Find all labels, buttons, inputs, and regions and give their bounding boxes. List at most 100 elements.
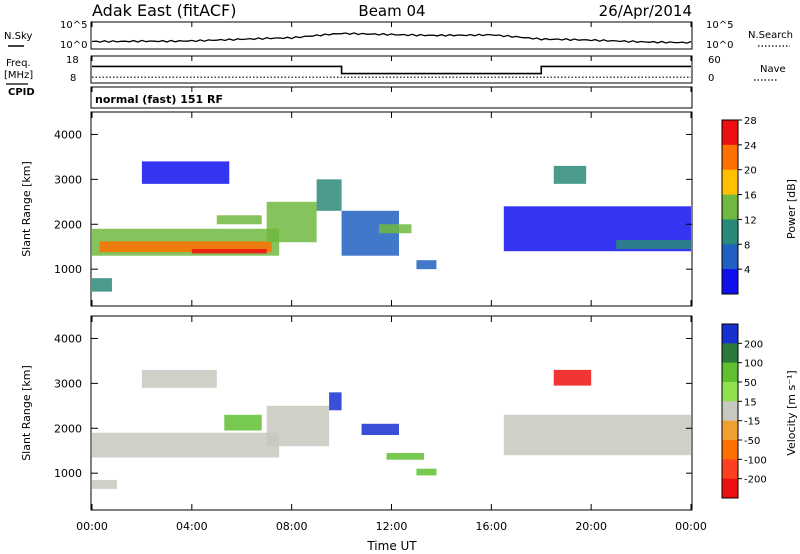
power-region-9 xyxy=(141,161,230,184)
freq-label: Freq. xyxy=(6,58,31,69)
mhz-label: [MHz] xyxy=(4,70,33,81)
velocity-y-ticks: 1000 2000 3000 4000 xyxy=(54,332,692,480)
power-ylabel: Slant Range [km] xyxy=(20,161,33,257)
velocity-ylabel: Slant Range [km] xyxy=(20,365,33,461)
power-cbar-swatch-0 xyxy=(722,120,738,146)
station-title: Adak East (fitACF) xyxy=(92,1,236,20)
velocity-cbar-label-0: 200 xyxy=(744,339,763,350)
power-region-2 xyxy=(191,248,267,254)
power-cbar-label-4: 20 xyxy=(744,166,757,177)
velocity-region-3 xyxy=(329,392,342,411)
power-cbar-label: Power [dB] xyxy=(785,179,798,239)
xtick-label-0: 00:00 xyxy=(76,520,108,533)
velocity-region-8 xyxy=(503,414,691,456)
nave-label: Nave xyxy=(760,64,786,75)
velocity-cbar-swatch-7 xyxy=(722,459,738,480)
velocity-ytick-label-2: 3000 xyxy=(54,377,82,390)
power-cbar-swatch-1 xyxy=(722,144,738,171)
power-y-ticks: 1000 2000 3000 4000 xyxy=(54,128,692,276)
xtick-label-6: 00:00 xyxy=(675,520,707,533)
velocity-ytick-label-3: 4000 xyxy=(54,332,82,345)
xtick-label-3: 12:00 xyxy=(376,520,408,533)
velocity-cbar-swatch-8 xyxy=(722,478,738,499)
velocity-cbar-swatch-1 xyxy=(722,343,738,364)
power-region-11 xyxy=(616,239,691,249)
power-ytick-label-2: 3000 xyxy=(54,173,82,186)
power-cbar-frame xyxy=(721,119,739,295)
velocity-cbar-label-1: 100 xyxy=(744,359,763,370)
velocity-cbar-swatch-2 xyxy=(722,362,738,383)
power-heatmap xyxy=(92,161,691,292)
velocity-region-1 xyxy=(266,405,330,447)
power-region-1 xyxy=(99,241,272,253)
power-ytick-label-0: 1000 xyxy=(54,263,82,276)
velocity-panel-frame xyxy=(90,315,693,511)
frequency-series-line xyxy=(92,65,691,75)
velocity-region-5 xyxy=(386,452,424,460)
noise-tick-right-top: 10^5 xyxy=(706,20,733,31)
cpid-label: CPID xyxy=(8,87,35,98)
power-region-4 xyxy=(316,179,342,211)
power-cbar-label-0: 4 xyxy=(744,265,750,276)
velocity-region-10 xyxy=(92,479,117,489)
power-cbar-swatch-4 xyxy=(722,219,738,245)
velocity-region-7 xyxy=(553,369,592,386)
velocity-cbar-swatch-4 xyxy=(722,401,738,422)
velocity-region-9 xyxy=(141,369,217,388)
power-region-6 xyxy=(379,224,412,234)
velocity-cbar-swatch-0 xyxy=(722,324,738,344)
freq-tick-right-top: 60 xyxy=(708,55,721,66)
noise-tick-left-bottom: 10^0 xyxy=(60,40,87,51)
velocity-colorbar: 200 100 50 15 -15 -50 -100 -200 xyxy=(721,323,767,499)
velocity-region-0 xyxy=(92,432,280,458)
velocity-cbar-label-3: 15 xyxy=(744,397,757,408)
power-ytick-label-1: 2000 xyxy=(54,218,82,231)
nsearch-label: N.Search xyxy=(748,30,793,41)
power-region-8 xyxy=(216,215,262,225)
velocity-cbar-label-6: -100 xyxy=(744,455,767,466)
velocity-cbar-label-7: -200 xyxy=(744,475,767,486)
power-cbar-swatch-6 xyxy=(722,269,738,295)
velocity-cbar-swatch-3 xyxy=(722,382,738,402)
x-axis-label: Time UT xyxy=(366,539,417,553)
power-region-12 xyxy=(553,165,587,184)
freq-tick-left-bottom: 8 xyxy=(70,73,76,84)
power-colorbar: 4 8 12 16 20 24 28 xyxy=(721,116,757,295)
velocity-cbar-label: Velocity [m s⁻¹] xyxy=(785,370,798,455)
power-region-13 xyxy=(92,278,112,292)
xtick-label-4: 16:00 xyxy=(475,520,507,533)
power-region-3 xyxy=(266,201,317,243)
velocity-ytick-label-1: 2000 xyxy=(54,422,82,435)
power-cbar-swatch-5 xyxy=(722,244,738,270)
velocity-region-4 xyxy=(361,423,399,436)
beam-label: Beam 04 xyxy=(358,2,425,20)
velocity-ytick-label-0: 1000 xyxy=(54,467,82,480)
freq-tick-right-bottom: 0 xyxy=(708,73,714,84)
nsky-series-line xyxy=(91,32,692,44)
time-x-ticks: 00:00 04:00 08:00 12:00 16:00 20:00 00:00 xyxy=(76,22,707,533)
power-cbar-label-6: 28 xyxy=(744,116,757,127)
velocity-cbar-frame xyxy=(721,323,739,499)
velocity-cbar-swatch-5 xyxy=(722,420,738,441)
scan-mode-label: normal (fast) 151 RF xyxy=(95,93,223,106)
velocity-cbar-label-5: -50 xyxy=(744,436,760,447)
velocity-cbar-label-2: 50 xyxy=(744,378,757,389)
noise-tick-right-bottom: 10^0 xyxy=(706,40,733,51)
power-cbar-label-5: 24 xyxy=(744,141,757,152)
xtick-label-5: 20:00 xyxy=(575,520,607,533)
velocity-cbar-swatch-6 xyxy=(722,440,738,460)
xtick-label-2: 08:00 xyxy=(276,520,308,533)
velocity-cbar-label-4: -15 xyxy=(744,417,760,428)
velocity-region-2 xyxy=(224,414,262,431)
power-cbar-label-1: 8 xyxy=(744,240,750,251)
power-cbar-swatch-3 xyxy=(722,194,738,220)
power-ytick-label-3: 4000 xyxy=(54,128,82,141)
date-label: 26/Apr/2014 xyxy=(599,2,692,20)
nsky-label: N.Sky xyxy=(4,31,32,42)
xtick-label-1: 04:00 xyxy=(176,520,208,533)
power-cbar-label-3: 16 xyxy=(744,191,757,202)
velocity-heatmap xyxy=(92,369,691,489)
power-cbar-label-2: 12 xyxy=(744,215,757,226)
power-region-7 xyxy=(416,260,437,270)
